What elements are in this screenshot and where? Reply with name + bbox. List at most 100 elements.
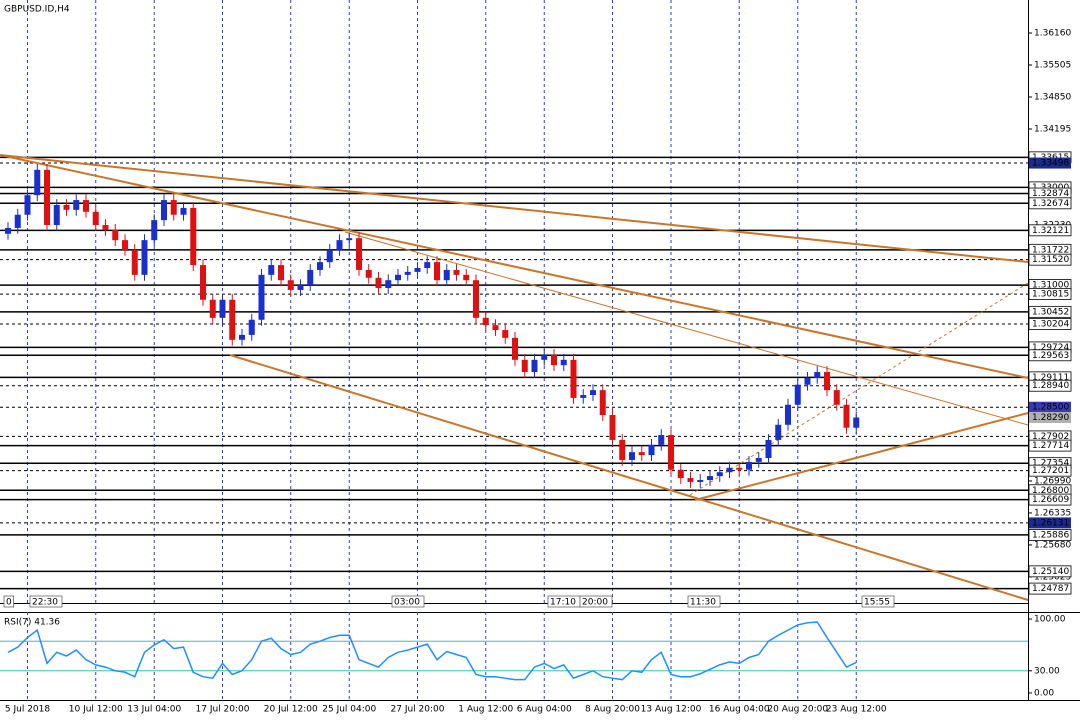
- candle-body: [736, 467, 743, 470]
- candle-body: [746, 461, 752, 470]
- level-label: 1.27354: [1032, 459, 1069, 469]
- candle-body: [473, 280, 479, 318]
- candle-body: [24, 195, 31, 215]
- candle-body: [190, 207, 197, 266]
- level-box: [1028, 529, 1072, 541]
- candle-body: [502, 330, 509, 338]
- time-label: 15:55: [864, 598, 890, 608]
- trendline: [229, 354, 1029, 601]
- level-label: 1.32674: [1032, 199, 1069, 209]
- time-label: 22:30: [32, 598, 58, 608]
- candle-body: [326, 249, 333, 263]
- candle-body: [73, 200, 80, 210]
- candle-body: [122, 240, 128, 250]
- x-tick-label: 23 Aug 12:00: [826, 705, 887, 715]
- time-label: 11:30: [690, 598, 716, 608]
- candle-body: [541, 354, 548, 360]
- candle-body: [258, 274, 265, 320]
- level-label: 1.25886: [1032, 530, 1069, 540]
- candle-body: [619, 439, 626, 460]
- candle-body: [317, 262, 323, 270]
- level-box: [1028, 439, 1072, 452]
- trendline: [344, 231, 1029, 426]
- level-box: [1028, 565, 1072, 578]
- x-tick-label: 13 Jul 04:00: [127, 705, 181, 715]
- candle-body: [590, 390, 596, 395]
- level-label: 1.27201: [1032, 466, 1069, 476]
- level-box: [1028, 493, 1072, 506]
- level-box: [1029, 517, 1071, 529]
- candle-body: [638, 452, 645, 456]
- candle-body: [570, 359, 577, 398]
- y-tick-label: 1.26335: [1034, 508, 1071, 518]
- time-label: 0: [6, 598, 12, 608]
- time-box: [687, 595, 721, 608]
- x-tick-label: 6 Aug 04:00: [517, 705, 572, 715]
- candle-body: [492, 325, 499, 331]
- candle-body: [551, 354, 557, 366]
- candle-body: [170, 200, 177, 215]
- level-label: 1.27714: [1032, 441, 1069, 451]
- candle-body: [434, 262, 440, 281]
- level-label: 1.30452: [1032, 307, 1069, 317]
- level-label: 1.28940: [1032, 381, 1069, 391]
- time-box: [579, 595, 613, 608]
- candle-body: [716, 472, 723, 477]
- time-box: [391, 595, 425, 608]
- x-tick-label: 27 Jul 20:00: [391, 705, 445, 715]
- candle-body: [697, 479, 704, 482]
- level-label: 1.29724: [1032, 343, 1069, 353]
- candle-body: [765, 439, 772, 459]
- level-label: 1.29563: [1032, 351, 1069, 361]
- candle-body: [336, 240, 343, 250]
- time-box: [3, 595, 15, 608]
- time-label: 17:10: [550, 598, 576, 608]
- candle-body: [814, 372, 821, 378]
- x-tick-label: 8 Aug 20:00: [585, 705, 640, 715]
- x-tick-label: 20 Aug 20:00: [767, 705, 828, 715]
- candle-body: [83, 200, 89, 212]
- candle-body: [248, 319, 255, 335]
- y-tick-label: 1.34195: [1034, 125, 1071, 135]
- candle-body: [14, 214, 21, 228]
- candle-body: [453, 269, 460, 275]
- x-tick-label: 13 Aug 12:00: [641, 705, 702, 715]
- level-label: 1.28500: [1032, 403, 1069, 413]
- y-tick-label: 100.00: [1034, 615, 1066, 625]
- candle-body: [268, 265, 275, 275]
- candle-body: [395, 274, 401, 281]
- trendline: [689, 282, 1029, 496]
- level-box: [1029, 401, 1071, 413]
- level-label: 1.33498: [1032, 159, 1069, 169]
- time-label: 03:00: [394, 598, 420, 608]
- candle-body: [726, 467, 733, 473]
- level-box: [1028, 253, 1072, 266]
- level-label: 1.28290: [1032, 413, 1069, 423]
- candle-body: [843, 404, 850, 428]
- candle-body: [755, 458, 762, 462]
- level-label: 1.30204: [1032, 319, 1069, 329]
- level-label: 1.32874: [1032, 189, 1069, 199]
- candle-body: [482, 317, 489, 326]
- level-label: 1.31520: [1032, 255, 1069, 265]
- candle-body: [804, 377, 811, 385]
- candle-body: [599, 390, 606, 416]
- candle-body: [297, 285, 304, 290]
- time-label: 20:00: [582, 598, 608, 608]
- candle-body: [609, 415, 616, 440]
- y-tick-label: 1.34850: [1034, 93, 1071, 103]
- candle-body: [307, 269, 314, 286]
- candle-body: [707, 476, 713, 480]
- candle-body: [131, 249, 138, 275]
- candle-body: [668, 435, 674, 470]
- candle-body: [151, 220, 158, 241]
- candle-body: [219, 299, 226, 318]
- y-tick-label: 1.35505: [1034, 61, 1071, 71]
- trendline: [694, 412, 1029, 501]
- level-label: 1.29111: [1032, 373, 1069, 383]
- candle-body: [278, 265, 284, 281]
- level-label: 1.26609: [1032, 495, 1069, 505]
- candle-body: [365, 269, 372, 278]
